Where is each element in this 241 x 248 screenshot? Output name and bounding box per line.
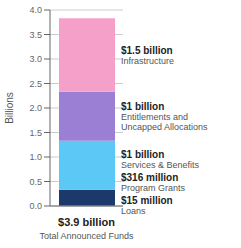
svg-text:3.0: 3.0	[29, 54, 42, 64]
svg-text:1.0: 1.0	[29, 152, 42, 162]
svg-text:Services & Benefits: Services & Benefits	[121, 160, 200, 170]
svg-text:$1.5 billion: $1.5 billion	[121, 45, 173, 56]
svg-text:2.5: 2.5	[29, 79, 42, 89]
svg-text:2.0: 2.0	[29, 103, 42, 113]
svg-text:Total Announced Funds: Total Announced Funds	[39, 231, 134, 241]
svg-text:Program Grants: Program Grants	[121, 183, 186, 193]
svg-text:$1 billion: $1 billion	[121, 149, 164, 160]
svg-text:Uncapped Allocations: Uncapped Allocations	[121, 122, 208, 132]
svg-text:$15 million: $15 million	[121, 195, 173, 206]
svg-text:$3.9 billion: $3.9 billion	[58, 216, 115, 228]
svg-text:4.0: 4.0	[29, 5, 42, 15]
svg-text:0.5: 0.5	[29, 177, 42, 187]
svg-text:1.5: 1.5	[29, 128, 42, 138]
svg-text:Loans: Loans	[121, 206, 146, 216]
svg-text:$316 million: $316 million	[121, 172, 178, 183]
svg-text:$1 billion: $1 billion	[121, 101, 164, 112]
svg-text:Infrastructure: Infrastructure	[121, 56, 174, 66]
svg-text:Entitlements and: Entitlements and	[121, 112, 188, 122]
svg-text:Billions: Billions	[8, 92, 15, 124]
svg-text:0.0: 0.0	[29, 201, 42, 211]
svg-text:3.5: 3.5	[29, 30, 42, 40]
